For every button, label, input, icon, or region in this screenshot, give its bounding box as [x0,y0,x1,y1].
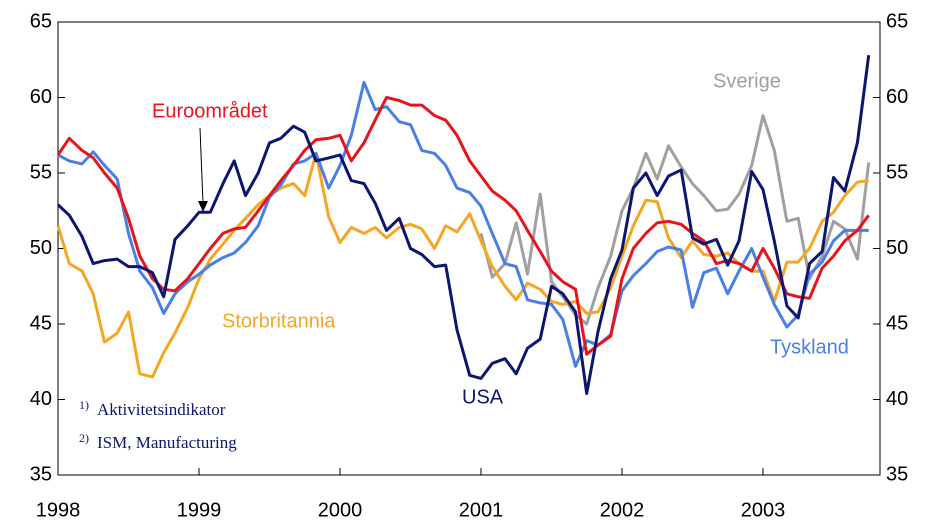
footnote-text: Aktivitetsindikator [97,400,226,419]
footnote-marker: 1) [79,398,89,412]
y2-tick-label: 65 [886,10,908,32]
x-tick-label: 1999 [177,499,222,521]
footnote-marker: 2) [79,431,89,445]
y-tick-label: 45 [30,312,52,334]
x-tick-label: 2003 [741,499,786,521]
series-line [56,151,869,379]
y2-tick-label: 35 [886,463,908,485]
y-tick-label: 35 [30,463,52,485]
series-line [56,55,871,395]
y-tick-label: 65 [30,10,52,32]
y2-tick-label: 45 [886,312,908,334]
series-label: Tyskland [770,336,849,358]
x-tick-label: 2000 [318,499,363,521]
y-tick-label: 40 [30,388,52,410]
y2-tick-label: 50 [886,237,908,259]
footnote-text: ISM, Manufacturing [97,433,237,452]
x-tick-label: 1998 [36,499,81,521]
series-line [56,96,870,356]
series-label: Sverige [713,70,781,92]
series-label: Euroområdet [152,100,268,122]
y-tick-label: 50 [30,237,52,259]
y2-tick-label: 40 [886,388,908,410]
series-label: Storbritannia [222,310,336,332]
annotation-arrow [199,127,204,204]
series-label: USA [462,386,504,408]
y2-tick-label: 60 [886,86,908,108]
x-tick-label: 2002 [600,499,645,521]
y2-tick-label: 55 [886,161,908,183]
y-tick-label: 55 [30,161,52,183]
series-line [479,114,871,326]
series-line [57,80,869,368]
y-tick-label: 60 [30,86,52,108]
x-tick-label: 2001 [459,499,504,521]
arrow-head [198,201,208,212]
